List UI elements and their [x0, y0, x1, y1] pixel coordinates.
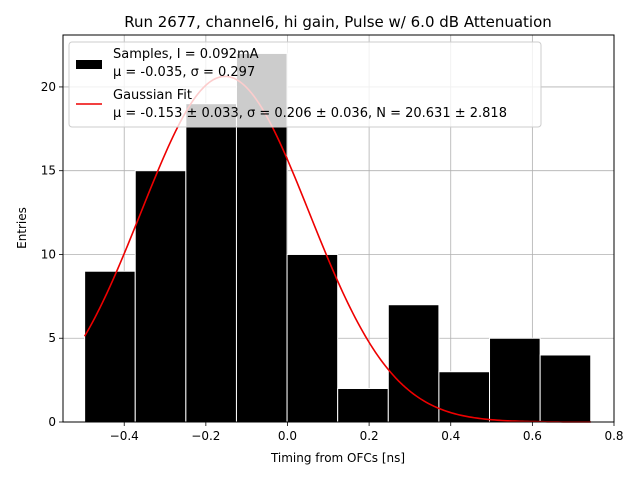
- legend-samples-label: Samples, I = 0.092mA: [113, 47, 259, 62]
- legend-fit-label: Gaussian Fit: [113, 88, 192, 103]
- histogram-bar: [84, 270, 136, 423]
- histogram-bar: [185, 103, 237, 423]
- histogram-bar: [539, 354, 592, 423]
- x-tick-label: 0.2: [360, 429, 379, 443]
- y-tick-label: 5: [48, 331, 56, 345]
- legend: Samples, I = 0.092mA μ = -0.035, σ = 0.2…: [68, 41, 542, 128]
- x-tick-label: −0.4: [110, 429, 139, 443]
- x-axis-label: Timing from OFCs [ns]: [270, 451, 405, 465]
- x-tick-label: 0.0: [278, 429, 297, 443]
- chart-title: Run 2677, channel6, hi gain, Pulse w/ 6.…: [124, 13, 552, 31]
- plot-frame: [62, 34, 615, 423]
- x-tick-label: 0.4: [441, 429, 460, 443]
- histogram-bar: [387, 304, 440, 423]
- y-tick-label: 15: [41, 164, 56, 178]
- legend-samples-swatch: [76, 60, 102, 69]
- gaussian-fit-curve: [83, 75, 591, 423]
- y-axis-label: Entries: [15, 207, 29, 249]
- y-tick-label: 0: [48, 415, 56, 429]
- legend-box: [68, 41, 542, 128]
- legend-samples-stats: μ = -0.035, σ = 0.297: [113, 65, 255, 80]
- histogram-bar: [337, 387, 389, 423]
- y-tick-label: 20: [41, 80, 56, 94]
- x-tick-label: −0.2: [191, 429, 220, 443]
- legend-fit-stats: μ = -0.153 ± 0.033, σ = 0.206 ± 0.036, N…: [113, 106, 507, 121]
- histogram-bar: [489, 337, 541, 423]
- y-tick-label: 10: [41, 247, 56, 261]
- x-axis-ticks: −0.4 −0.2 0.0 0.2 0.4 0.6 0.8: [110, 422, 624, 443]
- histogram-bar: [134, 170, 187, 423]
- x-tick-label: 0.8: [604, 429, 623, 443]
- y-axis-ticks: 0 5 10 15 20: [41, 80, 63, 429]
- histogram-bar: [286, 253, 339, 423]
- histogram-bar: [438, 371, 491, 423]
- x-tick-label: 0.6: [523, 429, 542, 443]
